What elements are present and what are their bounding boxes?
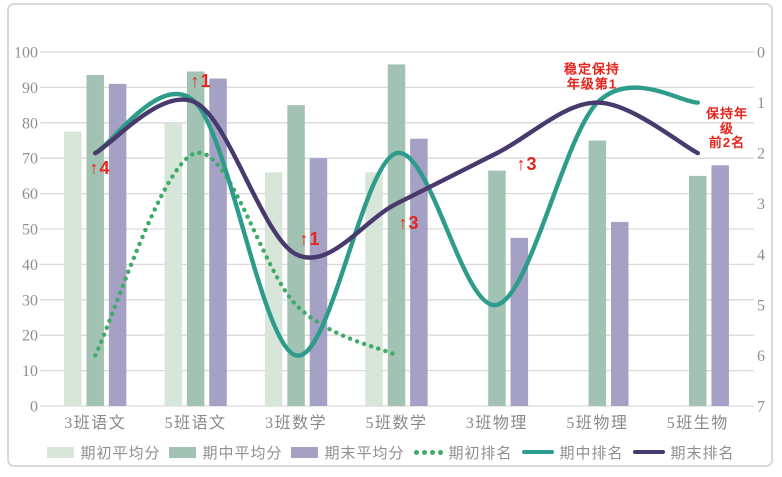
bar-期中平均分 <box>488 170 506 406</box>
bar-期中平均分 <box>387 64 406 406</box>
legend-label: 期初排名 <box>448 445 513 462</box>
legend-line-swatch <box>521 450 554 454</box>
legend-label: 期末排名 <box>670 445 735 462</box>
rank-change-annotation: 保持年级 前2名 <box>705 106 748 151</box>
right-axis-label: 7 <box>757 399 765 416</box>
category-label: 5班物理 <box>566 414 628 432</box>
line-期初排名 <box>93 150 399 358</box>
bar-期中平均分 <box>588 140 607 406</box>
line-期末排名 <box>93 97 700 260</box>
legend-item-期中平均分: 期中平均分 <box>169 442 282 463</box>
left-axis-label: 30 <box>22 292 38 309</box>
chart-legend: 期初平均分 期中平均分 期末平均分 期初排名 期中排名 期末排名 <box>0 442 782 463</box>
bar-期中平均分 <box>86 75 104 406</box>
bar-期末平均分 <box>711 165 729 406</box>
rank-change-annotation: ↑1 <box>299 228 321 249</box>
legend-item-期初排名: 期初排名 <box>413 442 513 463</box>
left-axis-label: 10 <box>22 363 38 380</box>
category-label: 3班语文 <box>64 414 126 432</box>
line-期中排名 <box>93 85 700 358</box>
bar-期末平均分 <box>510 237 529 406</box>
rank-change-annotation: ↑4 <box>89 157 111 178</box>
category-label: 3班数学 <box>265 414 327 432</box>
right-axis-label: 3 <box>757 196 765 213</box>
rank-change-annotation: ↑1 <box>190 70 212 91</box>
bar-期中平均分 <box>689 175 707 406</box>
right-axis-label: 4 <box>757 247 765 264</box>
left-axis-label: 60 <box>22 186 38 203</box>
bar-期末平均分 <box>410 138 428 407</box>
left-axis-label: 20 <box>22 328 38 345</box>
right-axis-label: 6 <box>757 348 765 365</box>
legend-bar-swatch <box>169 446 197 458</box>
legend-label: 期中排名 <box>559 445 624 462</box>
legend-item-期中排名: 期中排名 <box>521 442 624 463</box>
left-axis-label: 40 <box>22 257 38 274</box>
legend-line-swatch <box>632 450 665 454</box>
right-axis-label: 2 <box>757 146 765 163</box>
legend-label: 期中平均分 <box>202 445 283 462</box>
category-label: 5班数学 <box>365 414 427 432</box>
bar-期初平均分 <box>64 131 82 406</box>
legend-label: 期初平均分 <box>80 445 161 462</box>
legend-bar-swatch <box>47 446 75 458</box>
rank-change-annotation: 稳定保持 年级第1 <box>563 61 621 91</box>
legend-item-期末平均分: 期末平均分 <box>291 442 404 463</box>
bar-期末平均分 <box>309 158 328 406</box>
rank-change-annotation: ↑3 <box>516 153 538 174</box>
rank-change-annotation: ↑3 <box>398 212 420 233</box>
legend-line-swatch <box>413 449 443 455</box>
left-axis-label: 80 <box>22 115 38 132</box>
bar-期初平均分 <box>264 172 283 406</box>
bar-期末平均分 <box>611 221 629 406</box>
bar-期初平均分 <box>164 122 182 407</box>
bar-期末平均分 <box>108 83 127 407</box>
legend-bar-swatch <box>291 446 319 458</box>
right-axis-label: 1 <box>757 95 765 112</box>
category-label: 5班生物 <box>667 414 729 432</box>
left-axis-label: 100 <box>14 45 38 62</box>
legend-item-期初平均分: 期初平均分 <box>47 442 160 463</box>
right-axis-label: 5 <box>757 297 765 314</box>
category-label: 5班语文 <box>165 414 227 432</box>
category-label: 3班物理 <box>466 414 528 432</box>
left-axis-label: 50 <box>22 222 38 239</box>
legend-item-期末排名: 期末排名 <box>632 442 735 463</box>
bar-期初平均分 <box>365 172 383 406</box>
right-axis-label: 0 <box>757 45 765 62</box>
left-axis-label: 0 <box>30 399 38 416</box>
legend-label: 期末平均分 <box>324 445 405 462</box>
left-axis-label: 90 <box>22 80 38 97</box>
bar-期中平均分 <box>186 71 205 406</box>
left-axis-label: 70 <box>22 151 38 168</box>
